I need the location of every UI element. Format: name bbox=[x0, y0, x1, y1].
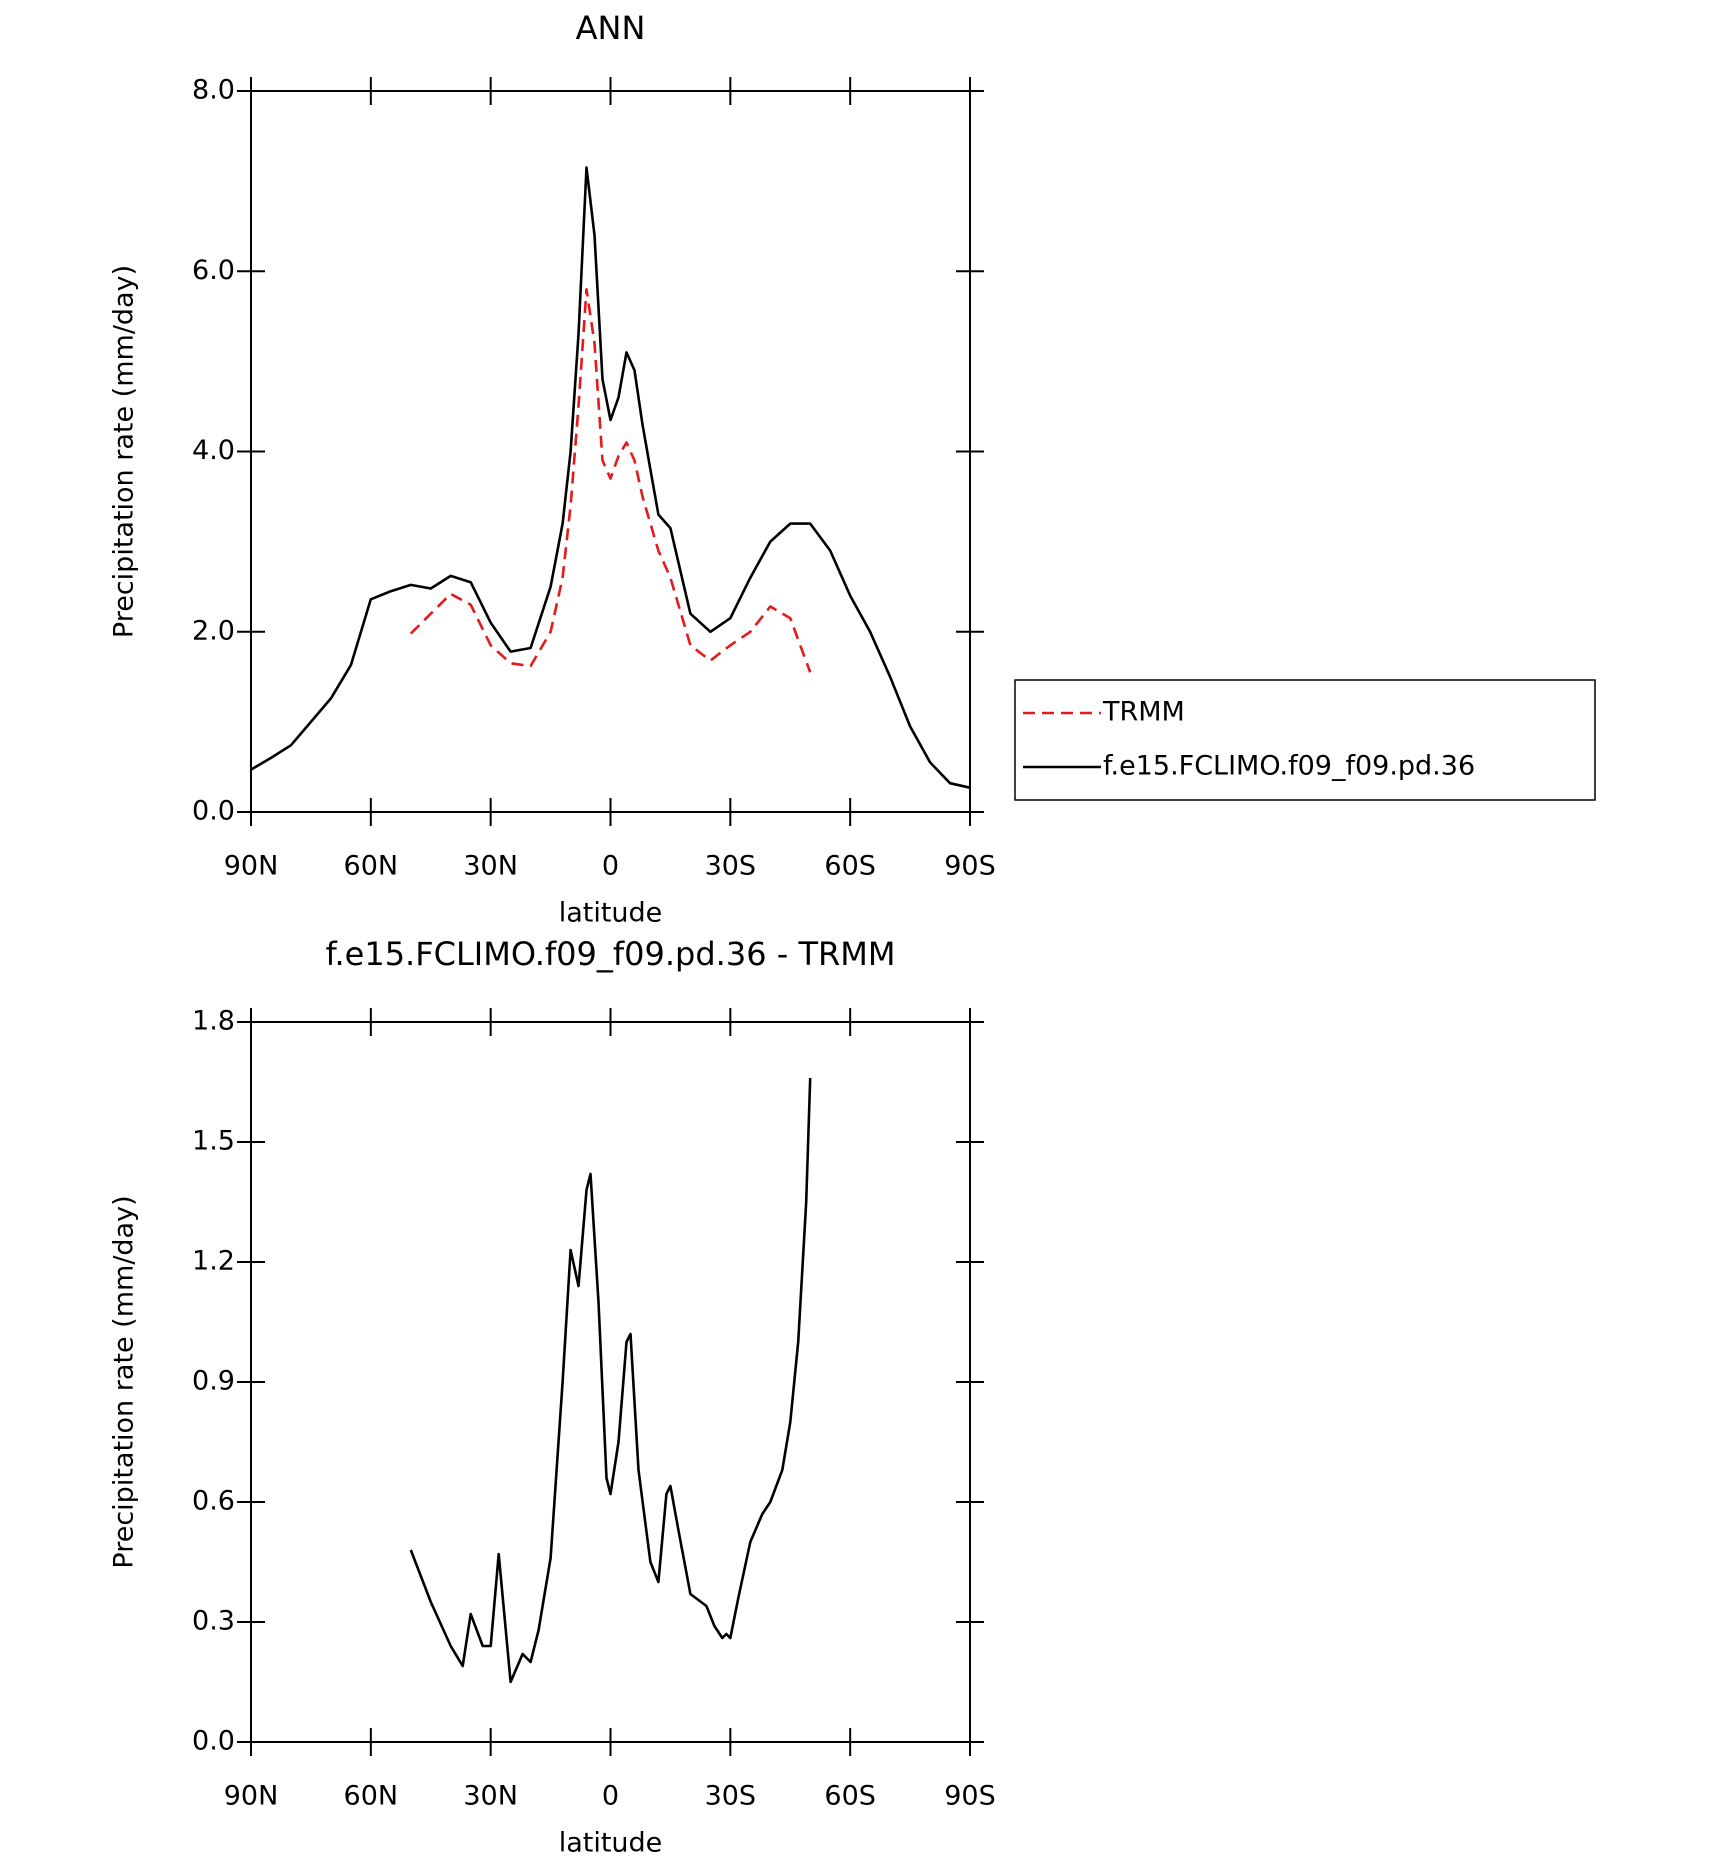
x-tick-label: 60N bbox=[344, 1781, 399, 1812]
y-tick-label: 0.9 bbox=[192, 1366, 235, 1397]
y-tick-label: 1.2 bbox=[192, 1246, 235, 1277]
x-tick-label: 90S bbox=[944, 851, 996, 882]
x-tick-label: 30N bbox=[463, 1781, 518, 1812]
y-tick-label: 2.0 bbox=[192, 615, 235, 646]
x-tick-label: 60S bbox=[824, 1781, 876, 1812]
plot-frame bbox=[250, 90, 971, 813]
y-tick-label: 1.8 bbox=[192, 1006, 235, 1037]
y-tick-label: 0.3 bbox=[192, 1606, 235, 1637]
x-tick-label: 0 bbox=[602, 1781, 619, 1812]
x-axis-label: latitude bbox=[559, 1828, 663, 1859]
data-line bbox=[409, 288, 812, 673]
legend-box bbox=[1014, 679, 1596, 801]
data-line bbox=[250, 166, 971, 789]
x-tick-label: 30S bbox=[705, 1781, 757, 1812]
legend-label: TRMM bbox=[1102, 697, 1185, 728]
y-tick-label: 8.0 bbox=[192, 75, 235, 106]
data-line bbox=[409, 1077, 812, 1684]
y-tick-label: 4.0 bbox=[192, 435, 235, 466]
plot-frame bbox=[250, 1021, 971, 1743]
x-tick-label: 30N bbox=[463, 851, 518, 882]
y-axis-label: Precipitation rate (mm/day) bbox=[109, 1195, 140, 1568]
y-tick-label: 0.0 bbox=[192, 796, 235, 827]
x-tick-label: 0 bbox=[602, 851, 619, 882]
x-axis-label: latitude bbox=[559, 898, 663, 929]
y-tick-label: 1.5 bbox=[192, 1126, 235, 1157]
x-tick-label: 60N bbox=[344, 851, 399, 882]
x-tick-label: 90N bbox=[224, 851, 279, 882]
legend-label: f.e15.FCLIMO.f09_f09.pd.36 bbox=[1103, 751, 1475, 782]
x-tick-label: 60S bbox=[824, 851, 876, 882]
x-tick-label: 30S bbox=[705, 851, 757, 882]
x-tick-label: 90N bbox=[224, 1781, 279, 1812]
y-tick-label: 0.6 bbox=[192, 1486, 235, 1517]
chart-title: ANN bbox=[576, 9, 646, 47]
y-axis-label: Precipitation rate (mm/day) bbox=[109, 265, 140, 638]
y-tick-label: 0.0 bbox=[192, 1726, 235, 1757]
y-tick-label: 6.0 bbox=[192, 255, 235, 286]
chart-title: f.e15.FCLIMO.f09_f09.pd.36 - TRMM bbox=[326, 935, 896, 973]
x-tick-label: 90S bbox=[944, 1781, 996, 1812]
